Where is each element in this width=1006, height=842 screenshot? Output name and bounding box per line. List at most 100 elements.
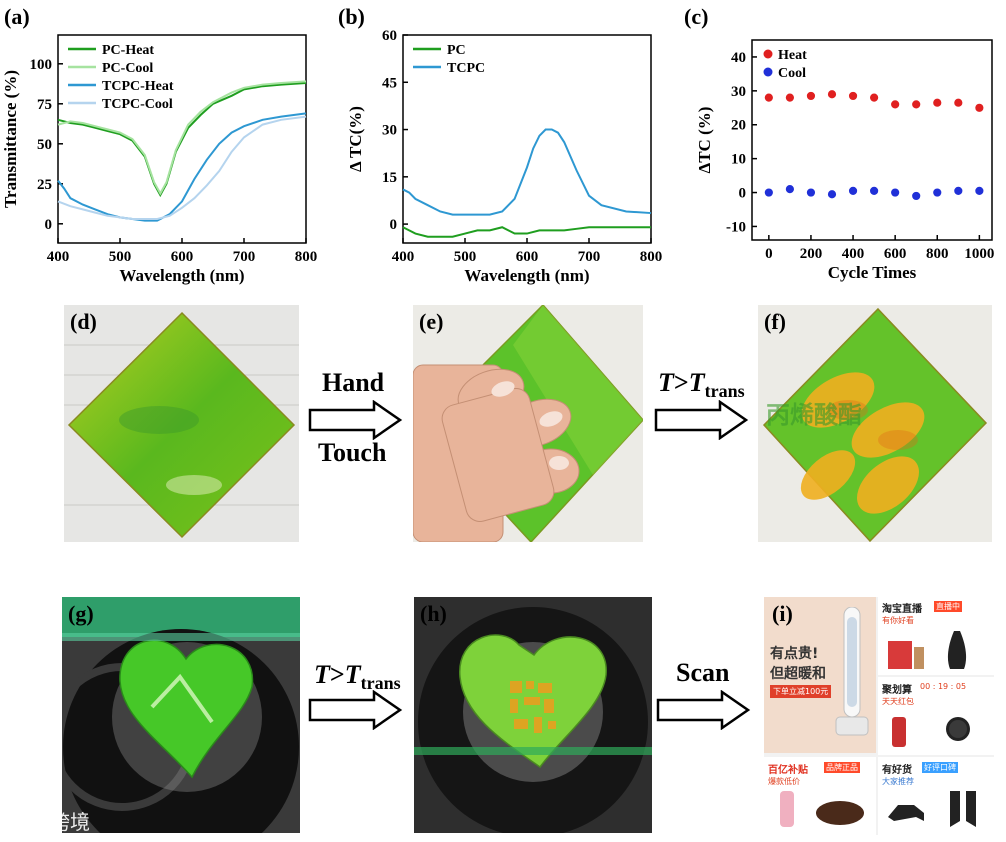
legend-label: TCPC-Cool bbox=[102, 97, 173, 112]
data-point-cool bbox=[974, 185, 985, 196]
data-point-cool bbox=[890, 187, 901, 198]
x-tick-label: 200 bbox=[800, 246, 823, 262]
x-tick-label: 400 bbox=[842, 246, 865, 262]
x-axis-label: Cycle Times bbox=[828, 263, 917, 282]
data-point-heat bbox=[869, 92, 880, 103]
x-tick-label: 700 bbox=[578, 249, 601, 265]
panel-label-d: (d) bbox=[70, 309, 97, 334]
panel-label-g: (g) bbox=[68, 601, 94, 626]
baiyi-sub: 爆款低价 bbox=[768, 777, 800, 786]
photo-f: 丙烯酸酯 (f) bbox=[758, 305, 992, 542]
juhuasuan-product-image bbox=[892, 717, 970, 747]
x-axis-label: Wavelength (nm) bbox=[464, 266, 589, 285]
data-point-cool bbox=[932, 187, 943, 198]
legend-swatch bbox=[763, 49, 773, 59]
legend-label: Cool bbox=[778, 66, 806, 81]
chart-c: 0 200 400 600 800 1000 -10 0 10 20 30 40 Cycle Times… bbox=[695, 39, 994, 282]
y-tick-label: 50 bbox=[37, 137, 52, 153]
live-product-image bbox=[888, 631, 967, 669]
photo-d: (d) bbox=[64, 305, 299, 542]
series-line-tcpc-heat bbox=[57, 112, 307, 222]
juhuasuan-time: 00 : 19 : 05 bbox=[920, 682, 967, 691]
x-tick-label: 800 bbox=[295, 249, 318, 265]
watermark: 大数跨境 bbox=[10, 810, 90, 834]
y-tick-label: 30 bbox=[382, 123, 397, 139]
x-tick-label: 800 bbox=[926, 246, 949, 262]
plot-frame bbox=[751, 39, 993, 241]
x-tick-label: 600 bbox=[884, 246, 907, 262]
heater-product-image bbox=[835, 607, 869, 736]
x-tick-label: 500 bbox=[454, 249, 477, 265]
y-axis-label: Transmittance (%) bbox=[1, 70, 20, 208]
data-point-heat bbox=[974, 102, 985, 113]
panel-label-e: (e) bbox=[419, 309, 444, 334]
live-sub: 有你好看 bbox=[882, 616, 914, 625]
x-tick-label: 400 bbox=[392, 249, 415, 265]
y-tick-label: 25 bbox=[37, 177, 52, 193]
x-tick-label: 400 bbox=[47, 249, 70, 265]
y-tick-label: 0 bbox=[739, 186, 747, 202]
heart-sample-g bbox=[62, 597, 300, 833]
film-sample-f: 丙烯酸酯 bbox=[762, 307, 988, 542]
y-axis-label: ΔTC (%) bbox=[695, 107, 714, 174]
series-line-pc-cool bbox=[57, 80, 307, 196]
data-point-heat bbox=[953, 97, 964, 108]
x-tick-label: 800 bbox=[640, 249, 663, 265]
chart-a: 400 500 600 700 800 0 25 50 75 100 Wavelength (nm)… bbox=[1, 34, 318, 285]
y-tick-label: 30 bbox=[731, 84, 746, 100]
panel-label-a: (a) bbox=[4, 4, 30, 29]
data-point-heat bbox=[890, 99, 901, 110]
y-tick-label: 0 bbox=[45, 217, 53, 233]
data-point-heat bbox=[911, 99, 922, 110]
y-tick-label: -10 bbox=[726, 219, 746, 235]
arrow-label-touch: Touch bbox=[318, 438, 387, 467]
film-sample-d bbox=[64, 311, 299, 539]
series-line-tcpc-cool bbox=[57, 115, 307, 220]
arrow-label-heat-1: T>Ttrans bbox=[658, 368, 745, 402]
panel-label-h: (h) bbox=[420, 601, 447, 626]
legend-swatch bbox=[763, 67, 773, 77]
x-axis-label: Wavelength (nm) bbox=[119, 266, 244, 285]
youhaohuo-product-image bbox=[888, 791, 976, 827]
legend-label: TCPC bbox=[447, 61, 485, 76]
youhaohuo-title: 有好货 bbox=[882, 765, 912, 776]
banner-line1: 有点贵! bbox=[770, 646, 819, 662]
photo-h: (h) bbox=[414, 597, 652, 833]
youhaohuo-sub: 大家推荐 bbox=[882, 777, 914, 786]
data-point-cool bbox=[827, 189, 837, 200]
data-point-heat bbox=[827, 89, 837, 100]
live-badge: 直播中 bbox=[934, 601, 962, 612]
data-point-heat bbox=[763, 92, 774, 103]
y-tick-label: 75 bbox=[37, 97, 52, 113]
live-title: 淘宝直播 bbox=[882, 604, 922, 615]
data-point-cool bbox=[848, 185, 858, 196]
photo-e: (e) bbox=[413, 305, 643, 542]
y-tick-label: 45 bbox=[382, 75, 397, 91]
y-tick-label: 15 bbox=[382, 170, 397, 186]
arrow-heat-2 bbox=[308, 690, 403, 730]
y-tick-label: 40 bbox=[731, 50, 746, 66]
legend-label: PC-Heat bbox=[102, 43, 154, 58]
data-point-heat bbox=[932, 97, 943, 108]
x-tick-label: 700 bbox=[233, 249, 256, 265]
panel-label-b: (b) bbox=[338, 4, 365, 29]
banner-button[interactable]: 下单立减100元 bbox=[770, 685, 832, 698]
banner-line2: 但超暖和 bbox=[770, 666, 826, 682]
baiyi-title: 百亿补贴 bbox=[768, 765, 808, 776]
arrow-scan bbox=[656, 690, 751, 730]
y-tick-label: 20 bbox=[731, 118, 746, 134]
panel-label-f: (f) bbox=[764, 309, 786, 334]
data-point-cool bbox=[784, 184, 795, 195]
juhuasuan-sub: 天天红包 bbox=[882, 697, 914, 706]
y-tick-label: 60 bbox=[382, 28, 397, 44]
y-axis-label: Δ TC(%) bbox=[346, 106, 365, 172]
legend-label: TCPC-Heat bbox=[102, 79, 174, 94]
data-point-cool bbox=[911, 191, 922, 201]
arrow-heat-1 bbox=[654, 400, 749, 440]
chart-b: 400 500 600 700 800 0 15 30 45 60 Wavelength (nm) Δ… bbox=[346, 28, 662, 285]
juhuasuan-title: 聚划算 bbox=[882, 685, 912, 696]
y-tick-label: 100 bbox=[30, 57, 53, 73]
data-point-heat bbox=[806, 91, 816, 101]
data-point-cool bbox=[763, 187, 774, 198]
